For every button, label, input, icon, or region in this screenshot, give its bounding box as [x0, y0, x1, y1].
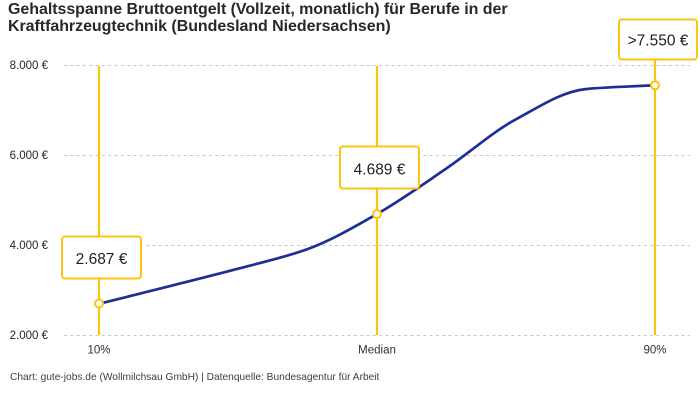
svg-text:Median: Median [358, 345, 396, 357]
svg-text:6.000 €: 6.000 € [10, 150, 49, 162]
svg-text:Chart: gute-jobs.de (Wollmilch: Chart: gute-jobs.de (Wollmilchsau GmbH) … [10, 372, 380, 383]
svg-text:90%: 90% [643, 345, 666, 357]
svg-text:>7.550 €: >7.550 € [628, 33, 689, 50]
svg-text:2.000 €: 2.000 € [10, 330, 49, 342]
svg-text:4.689 €: 4.689 € [354, 162, 406, 179]
svg-text:4.000 €: 4.000 € [10, 240, 49, 252]
svg-text:10%: 10% [87, 345, 110, 357]
svg-text:8.000 €: 8.000 € [10, 60, 49, 72]
svg-text:2.687 €: 2.687 € [76, 251, 128, 268]
